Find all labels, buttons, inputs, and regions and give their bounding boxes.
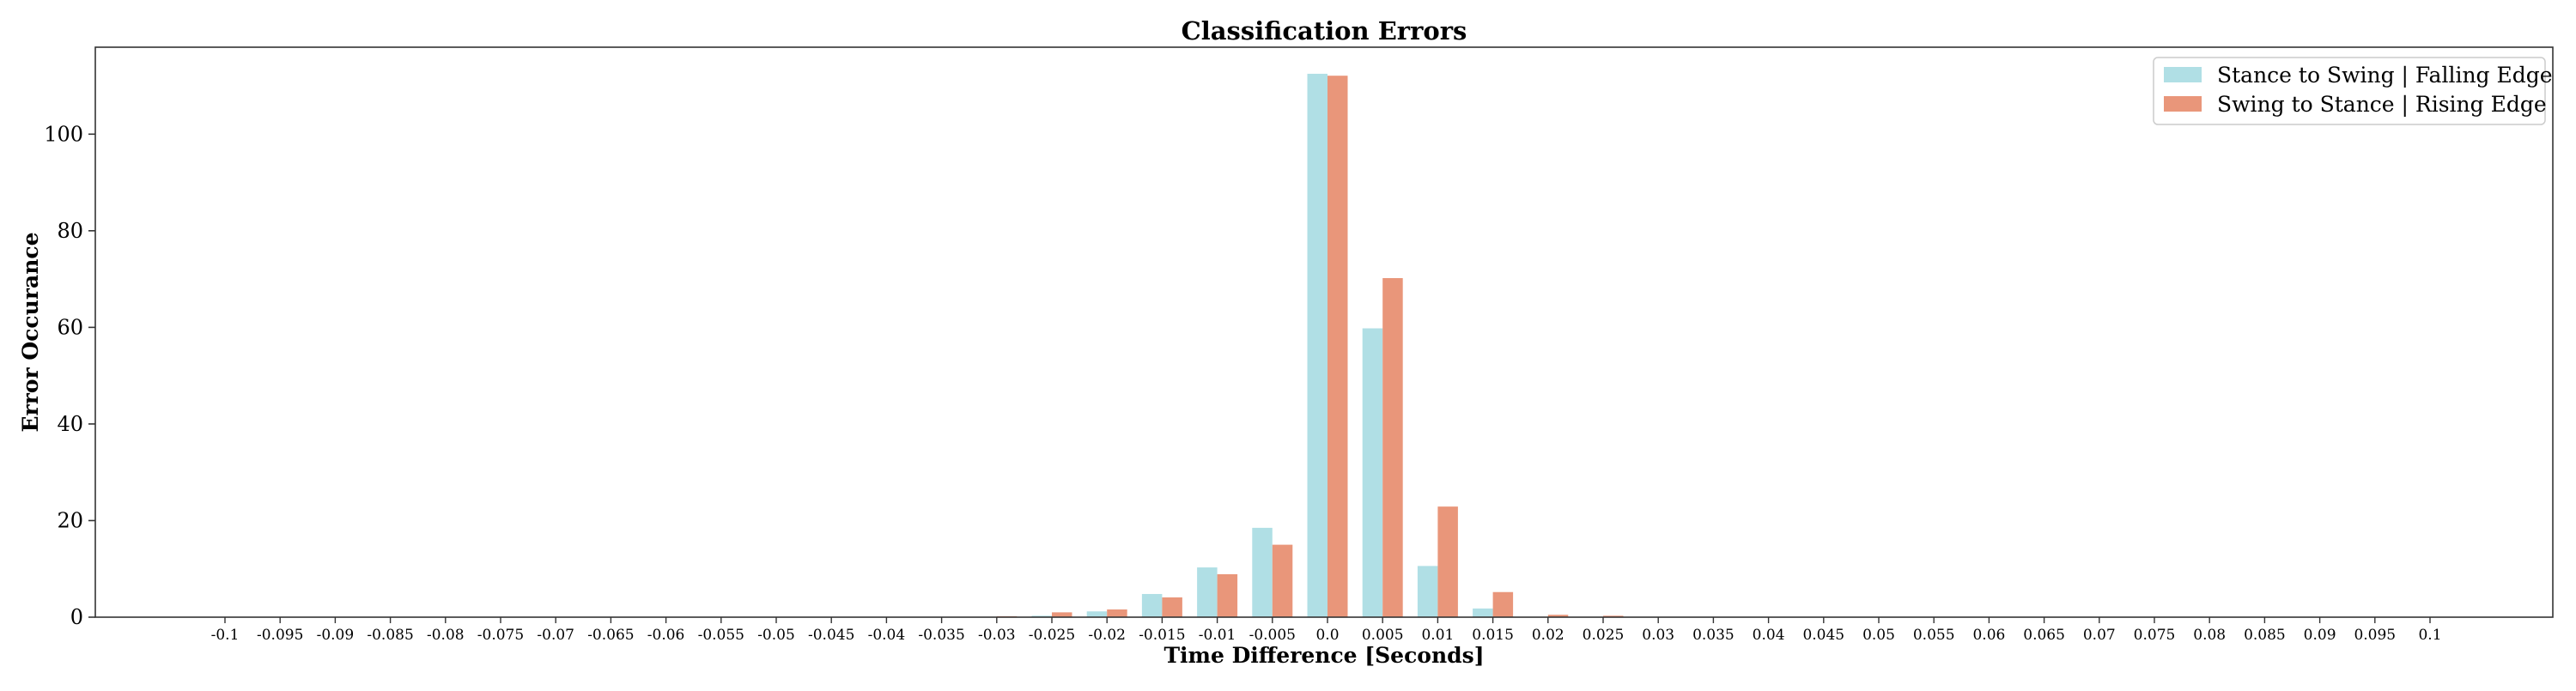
y-tick-label-100: 100 <box>44 122 83 146</box>
bar-series1-0.005 <box>1382 277 1403 617</box>
x-tick-label--0.07: -0.07 <box>537 627 574 644</box>
legend-swatch-0 <box>2164 67 2202 82</box>
x-tick-label-0.08: 0.08 <box>2193 627 2226 644</box>
bar-series1--0.015 <box>1162 597 1182 617</box>
x-tick-label-0.09: 0.09 <box>2304 627 2336 644</box>
x-tick-label-0.06: 0.06 <box>1972 627 2005 644</box>
x-tick-label-0.05: 0.05 <box>1862 627 1895 644</box>
legend-label-0: Stance to Swing | Falling Edge <box>2217 63 2553 88</box>
x-axis-label: Time Difference [Seconds] <box>1163 643 1484 668</box>
bar-series0-0.005 <box>1362 328 1383 617</box>
x-tick-label-0.04: 0.04 <box>1753 627 1785 644</box>
x-tick-label--0.08: -0.08 <box>427 627 465 644</box>
y-tick-label-0: 0 <box>70 605 83 629</box>
x-tick-label--0.035: -0.035 <box>918 627 964 644</box>
x-tick-label--0.045: -0.045 <box>808 627 854 644</box>
x-tick-label--0.02: -0.02 <box>1088 627 1126 644</box>
y-ticks-layer: 0 20 40 60 80 100 <box>44 122 95 629</box>
legend-swatch-1 <box>2164 96 2202 112</box>
x-tick-label--0.05: -0.05 <box>757 627 795 644</box>
x-tick-label--0.06: -0.06 <box>647 627 685 644</box>
bar-series1-0.025 <box>1603 615 1624 617</box>
bar-series1-0.01 <box>1437 506 1458 617</box>
x-tick-label--0.01: -0.01 <box>1199 627 1236 644</box>
chart-title: Classification Errors <box>1182 16 1467 45</box>
x-tick-label-0.065: 0.065 <box>2023 627 2065 644</box>
bar-series0--0.01 <box>1197 567 1218 617</box>
bar-series1--0.02 <box>1107 609 1127 617</box>
legend-label-1: Swing to Stance | Rising Edge <box>2217 92 2547 118</box>
y-tick-label-60: 60 <box>57 315 83 339</box>
y-tick-label-80: 80 <box>57 219 83 243</box>
y-axis-label: Error Occurance <box>18 232 43 432</box>
x-tick-label--0.03: -0.03 <box>978 627 1016 644</box>
x-tick-label-0.045: 0.045 <box>1802 627 1844 644</box>
x-tick-label-0.0: 0.0 <box>1315 627 1339 644</box>
x-tick-label--0.1: -0.1 <box>211 627 240 644</box>
y-tick-label-20: 20 <box>57 508 83 532</box>
y-tick-label-40: 40 <box>57 412 83 436</box>
bar-series0--0.025 <box>1031 615 1052 617</box>
x-tick-label-0.055: 0.055 <box>1913 627 1955 644</box>
bar-series1-0.02 <box>1547 615 1569 617</box>
x-tick-label-0.03: 0.03 <box>1642 627 1674 644</box>
x-ticks-layer: -0.1 -0.095 -0.09 -0.085 -0.08 -0.075 -0.07 -0.… <box>211 617 2442 644</box>
bar-series0-0.0 <box>1307 73 1327 617</box>
x-tick-label--0.075: -0.075 <box>477 627 524 644</box>
x-tick-label-0.035: 0.035 <box>1692 627 1735 644</box>
bar-series1--0.01 <box>1217 573 1238 617</box>
bar-series0--0.015 <box>1141 593 1163 617</box>
bar-series0-0.015 <box>1473 608 1493 617</box>
x-tick-label--0.095: -0.095 <box>257 627 303 644</box>
x-tick-label--0.09: -0.09 <box>317 627 355 644</box>
bar-series0--0.02 <box>1086 611 1108 617</box>
x-tick-label-0.07: 0.07 <box>2083 627 2116 644</box>
x-tick-label-0.02: 0.02 <box>1532 627 1564 644</box>
x-tick-label-0.075: 0.075 <box>2134 627 2176 644</box>
x-tick-label--0.065: -0.065 <box>587 627 634 644</box>
legend-box <box>2153 57 2546 125</box>
bar-series0--0.005 <box>1252 527 1273 617</box>
x-tick-label-0.015: 0.015 <box>1472 627 1514 644</box>
legend: Stance to Swing | Falling Edge Swing to S… <box>2153 57 2553 125</box>
x-tick-label--0.015: -0.015 <box>1139 627 1185 644</box>
x-tick-label--0.005: -0.005 <box>1249 627 1296 644</box>
bar-series1--0.025 <box>1052 612 1072 617</box>
bar-series1-0.0 <box>1327 76 1348 617</box>
x-tick-label--0.025: -0.025 <box>1029 627 1075 644</box>
x-tick-label-0.085: 0.085 <box>2244 627 2286 644</box>
x-tick-label--0.04: -0.04 <box>868 627 906 644</box>
x-tick-label-0.01: 0.01 <box>1421 627 1454 644</box>
bars-layer <box>996 73 1624 617</box>
bar-series1--0.005 <box>1272 544 1293 617</box>
x-tick-label--0.085: -0.085 <box>367 627 413 644</box>
x-tick-label-0.025: 0.025 <box>1583 627 1625 644</box>
bar-series1-0.015 <box>1492 591 1514 617</box>
x-tick-label-0.095: 0.095 <box>2354 627 2396 644</box>
x-tick-label-0.005: 0.005 <box>1362 627 1404 644</box>
bar-series0-0.01 <box>1417 566 1438 617</box>
plot-frame <box>94 46 2554 618</box>
x-tick-label--0.055: -0.055 <box>698 627 744 644</box>
x-tick-label-0.1: 0.1 <box>2418 627 2441 644</box>
